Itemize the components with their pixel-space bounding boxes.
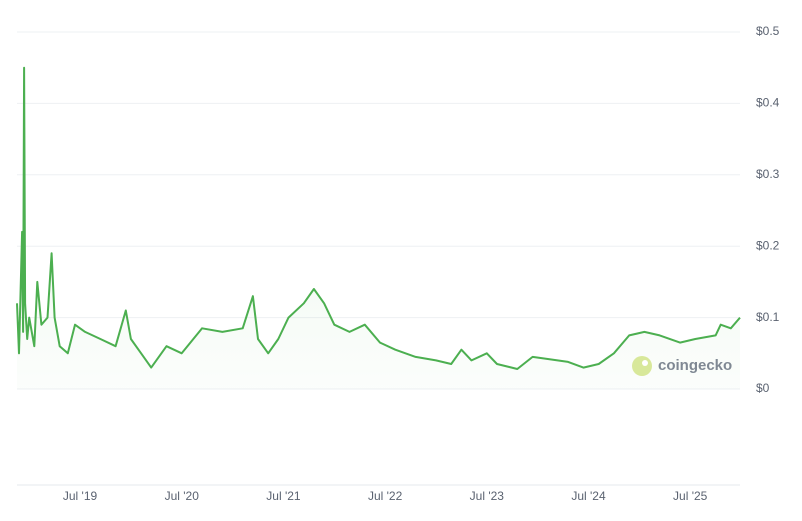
y-tick-label: $0.4 <box>756 96 780 110</box>
x-tick-label: Jul '20 <box>165 489 200 503</box>
watermark-text: coingecko <box>658 357 732 374</box>
x-tick-label: Jul '23 <box>470 489 505 503</box>
y-tick-label: $0 <box>756 381 770 395</box>
price-line <box>16 66 741 370</box>
y-tick-label: $0.2 <box>756 238 780 252</box>
y-tick-label: $0.3 <box>756 167 780 181</box>
y-tick-label: $0.5 <box>756 24 780 38</box>
x-tick-label: Jul '25 <box>673 489 708 503</box>
x-tick-label: Jul '24 <box>571 489 606 503</box>
x-tick-label: Jul '22 <box>368 489 403 503</box>
x-tick-label: Jul '19 <box>63 489 98 503</box>
watermark-logo-eye <box>642 360 648 366</box>
watermark: coingecko <box>632 356 732 376</box>
x-tick-label: Jul '21 <box>266 489 301 503</box>
price-area <box>17 67 740 389</box>
watermark-logo <box>632 356 652 376</box>
y-tick-label: $0.1 <box>756 310 780 324</box>
